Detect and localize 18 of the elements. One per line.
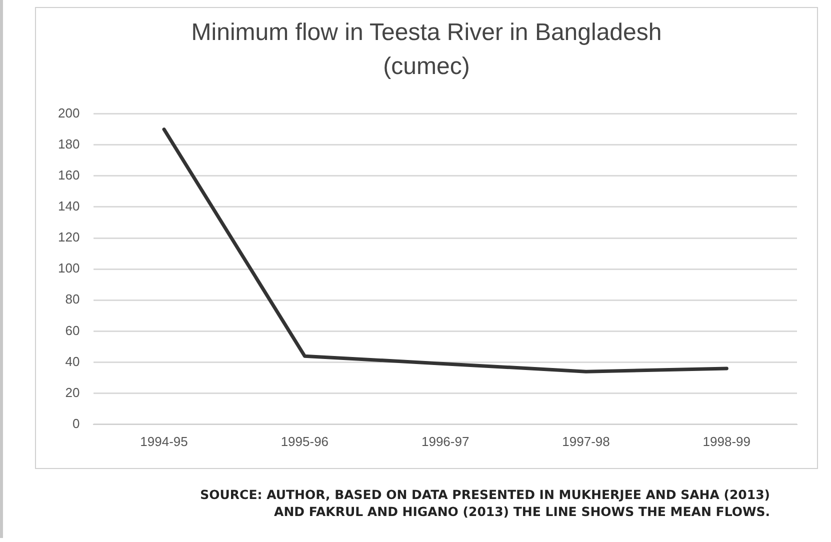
y-tick-label: 180 <box>58 136 80 152</box>
x-tick-label: 1994-95 <box>140 434 188 449</box>
y-tick-label: 0 <box>72 416 80 431</box>
y-tick-label: 160 <box>58 168 80 182</box>
y-tick-label: 100 <box>58 260 80 276</box>
y-tick-label: 20 <box>65 384 80 400</box>
x-tick-label: 1996-97 <box>421 434 470 449</box>
x-tick-label: 1997-98 <box>562 434 610 449</box>
y-tick-label: 40 <box>65 354 80 369</box>
x-tick-label: 1995-96 <box>280 434 329 449</box>
x-tick-label: 1998-99 <box>702 434 751 449</box>
y-tick-label: 60 <box>65 322 80 338</box>
chart-title: Minimum flow in Teesta River in Bangladesh (cumec) <box>190 18 663 82</box>
y-tick-label: 200 <box>58 105 80 120</box>
y-tick-label: 140 <box>58 198 80 214</box>
y-tick-label: 80 <box>65 292 80 307</box>
y-tick-label: 120 <box>58 230 80 245</box>
source-note: SOURCE: AUTHOR, BASED ON DATA PRESENTED IN MUKHERJEE AND SAHA (2013) AND FAKRUL AND HIGANO (2013) THE LINE SHOWS THE MEAN FLOWS. <box>200 486 770 520</box>
